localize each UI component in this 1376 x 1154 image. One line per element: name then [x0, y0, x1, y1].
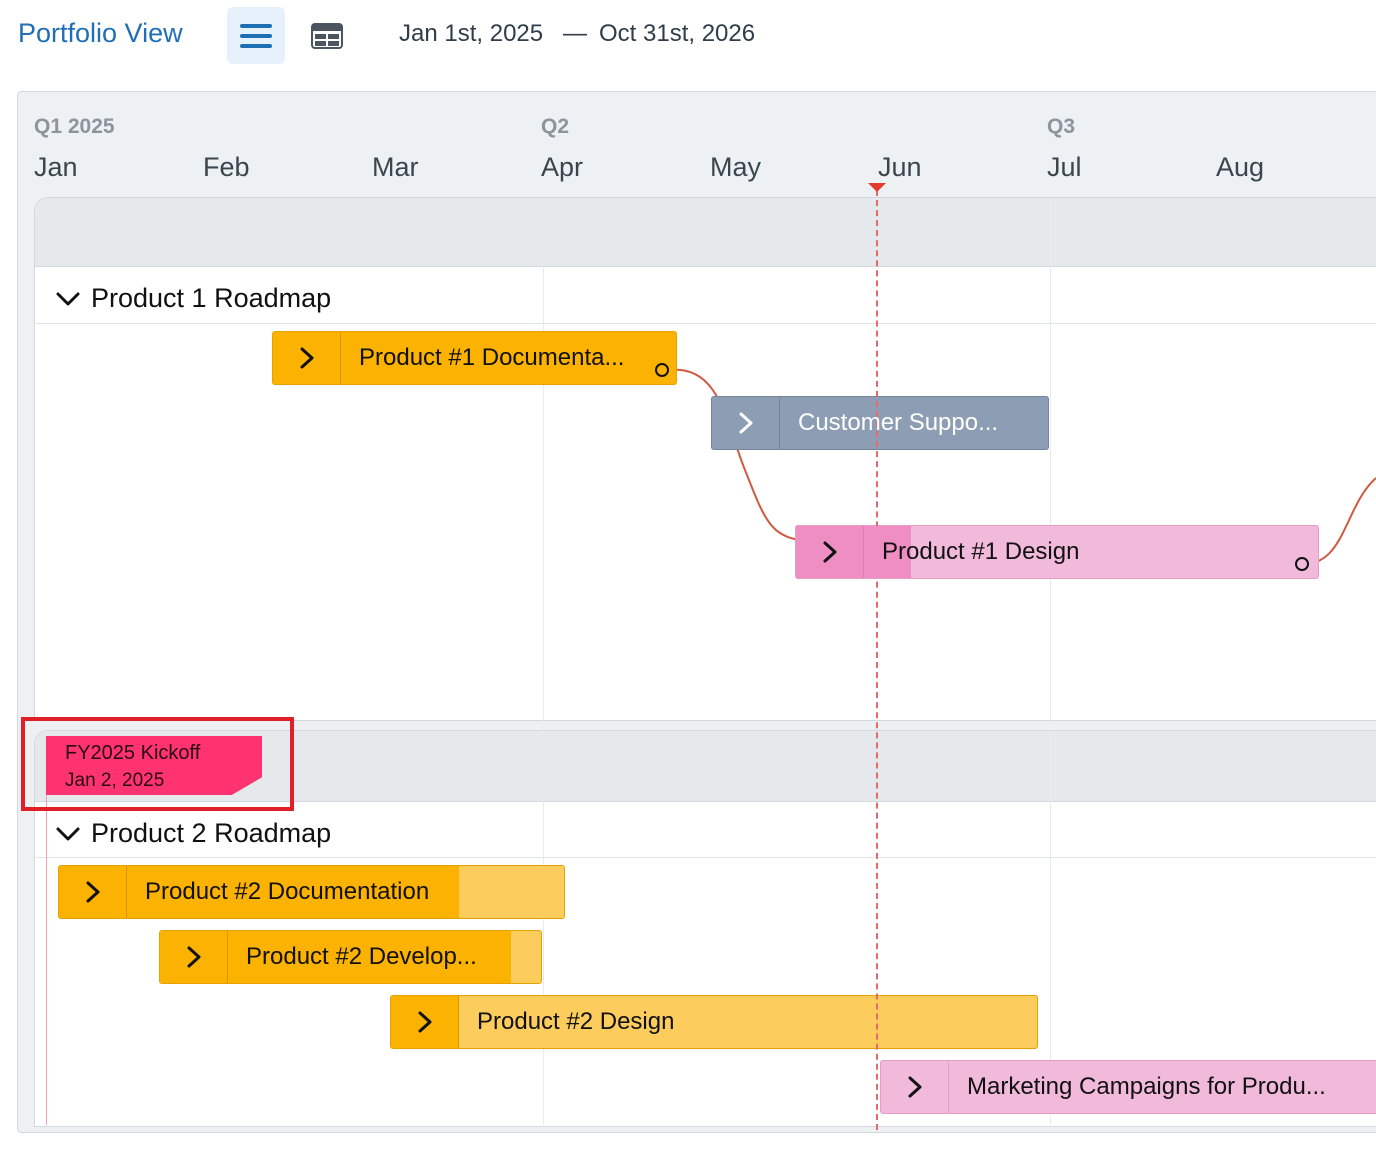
chevron-right-icon [187, 946, 200, 968]
progress-fill [59, 866, 459, 918]
progress-fill [160, 931, 511, 983]
group-header-product-2[interactable]: Product 2 Roadmap [55, 818, 331, 849]
task-bar-product-1-design[interactable]: Product #1 Design [795, 525, 1319, 579]
expand-button[interactable] [391, 996, 459, 1048]
task-label: Product #1 Design [882, 538, 1080, 565]
task-bar-product-2-design[interactable]: Product #2 Design [390, 995, 1038, 1049]
month-label-jul: Jul [1047, 152, 1082, 182]
date-separator: — [563, 20, 587, 47]
month-label-jan: Jan [34, 152, 78, 182]
chevron-down-icon [56, 292, 80, 305]
task-label: Customer Suppo... [798, 409, 999, 436]
expand-button[interactable] [881, 1061, 949, 1113]
today-marker-icon [868, 183, 886, 192]
month-label-mar: Mar [372, 152, 419, 182]
grid-line [543, 198, 544, 1125]
task-bar-product-1-documentation[interactable]: Product #1 Documenta... [272, 331, 677, 385]
milestone-title: FY2025 Kickoff [65, 742, 201, 764]
chevron-right-icon [823, 541, 836, 563]
quarter-label-q1: Q1 2025 [34, 115, 115, 138]
task-label: Product #2 Documentation [145, 878, 430, 905]
group-divider [35, 323, 1376, 324]
table-icon [311, 22, 343, 49]
table-view-button[interactable] [298, 7, 356, 64]
chevron-right-icon [300, 347, 313, 369]
expand-button[interactable] [59, 866, 127, 918]
month-label-apr: Apr [541, 152, 584, 182]
task-bar-product-2-documentation[interactable]: Product #2 Documentation [58, 865, 565, 919]
chevron-right-icon [86, 881, 99, 903]
progress-fill [391, 996, 459, 1048]
chevron-right-icon [739, 412, 752, 434]
quarter-label-q2: Q2 [541, 115, 570, 138]
chevron-right-icon [908, 1076, 921, 1098]
month-label-may: May [710, 152, 762, 182]
grid-line [1050, 198, 1051, 1125]
milestone-date: Jan 2, 2025 [65, 770, 165, 791]
list-view-button[interactable] [227, 7, 285, 64]
progress-fill [796, 526, 911, 578]
end-date[interactable]: Oct 31st, 2026 [599, 20, 756, 47]
milestone-line [46, 795, 47, 1125]
group-title: Product 2 Roadmap [91, 818, 332, 848]
page-title[interactable]: Portfolio View [18, 18, 183, 48]
month-label-aug: Aug [1216, 152, 1265, 182]
group-divider [35, 857, 1376, 858]
highlight-box [21, 717, 294, 811]
task-bar-marketing-campaigns[interactable]: Marketing Campaigns for Produ... [880, 1060, 1376, 1114]
month-label-jun: Jun [878, 152, 922, 182]
task-label: Marketing Campaigns for Produ... [967, 1073, 1326, 1100]
dependency-handle[interactable] [655, 363, 669, 377]
task-label: Product #1 Documenta... [359, 344, 625, 371]
expand-button[interactable] [796, 526, 864, 578]
task-bar-customer-support[interactable]: Customer Suppo... [711, 396, 1049, 450]
group-title: Product 1 Roadmap [91, 283, 332, 313]
task-bar-product-2-development[interactable]: Product #2 Develop... [159, 930, 542, 984]
task-label: Product #2 Develop... [246, 943, 477, 970]
hamburger-icon [240, 23, 272, 48]
task-label: Product #2 Design [477, 1008, 675, 1035]
group-header-product-1[interactable]: Product 1 Roadmap [55, 283, 331, 314]
milestone-fy2025-kickoff[interactable]: FY2025 Kickoff Jan 2, 2025 [46, 736, 262, 795]
quarter-label-q3: Q3 [1047, 115, 1076, 138]
chevron-down-icon [56, 827, 80, 840]
chevron-right-icon [418, 1011, 431, 1033]
dependency-handle[interactable] [1295, 557, 1309, 571]
milestone-band [35, 198, 1376, 267]
expand-button[interactable] [160, 931, 228, 983]
today-line [876, 190, 878, 1130]
month-label-feb: Feb [203, 152, 250, 182]
group-panel-product-1 [34, 197, 1376, 721]
expand-button[interactable] [712, 397, 780, 449]
expand-button[interactable] [273, 332, 341, 384]
start-date[interactable]: Jan 1st, 2025 [399, 20, 544, 47]
